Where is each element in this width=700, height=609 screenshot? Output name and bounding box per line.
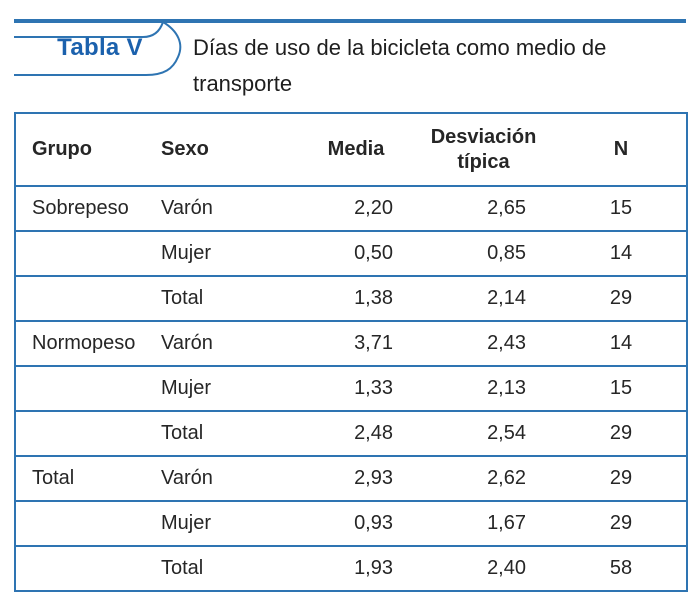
- table-header-row: Grupo Sexo Media Desviación típica N: [15, 113, 687, 186]
- cell-desviacion: 2,43: [411, 320, 556, 366]
- cell-n: 14: [556, 230, 687, 276]
- cell-grupo: Normopeso: [15, 320, 147, 366]
- column-header-sexo: Sexo: [161, 138, 209, 160]
- column-header-media: Media: [327, 138, 385, 160]
- cell-media: 1,38: [301, 275, 411, 321]
- cell-media: 2,20: [301, 185, 411, 231]
- cell-desviacion: 0,85: [411, 230, 556, 276]
- cell-grupo: Total: [15, 455, 147, 501]
- cell-desviacion: 2,13: [411, 365, 556, 411]
- cell-n: 29: [556, 410, 687, 456]
- cell-sexo: Total: [147, 410, 301, 456]
- table-row: Mujer 0,50 0,85 14: [15, 230, 687, 276]
- table-row: Sobrepeso Varón 2,20 2,65 15: [15, 185, 687, 231]
- column-header-grupo: Grupo: [32, 138, 92, 160]
- cell-media: 2,48: [301, 410, 411, 456]
- table-row: Total 1,38 2,14 29: [15, 275, 687, 321]
- cell-grupo: [15, 410, 147, 456]
- cell-n: 58: [556, 545, 687, 591]
- cell-desviacion: 2,40: [411, 545, 556, 591]
- table-row: Normopeso Varón 3,71 2,43 14: [15, 320, 687, 366]
- cell-sexo: Varón: [147, 185, 301, 231]
- cell-media: 1,93: [301, 545, 411, 591]
- header-badge-art: [14, 19, 686, 76]
- table-badge-label: Tabla V: [57, 34, 143, 61]
- cell-grupo: [15, 275, 147, 321]
- cell-sexo: Varón: [147, 320, 301, 366]
- cell-sexo: Mujer: [147, 365, 301, 411]
- table-row: Mujer 0,93 1,67 29: [15, 500, 687, 546]
- cell-desviacion: 2,54: [411, 410, 556, 456]
- cell-media: 3,71: [301, 320, 411, 366]
- column-header-n: N: [613, 138, 629, 160]
- cell-media: 0,50: [301, 230, 411, 276]
- cell-n: 29: [556, 275, 687, 321]
- table-title: Días de uso de la bicicleta como medio d…: [193, 35, 607, 96]
- cell-n: 29: [556, 500, 687, 546]
- table-row: Total 1,93 2,40 58: [15, 545, 687, 591]
- cell-sexo: Varón: [147, 455, 301, 501]
- cell-desviacion: 2,62: [411, 455, 556, 501]
- cell-grupo: [15, 500, 147, 546]
- cell-n: 14: [556, 320, 687, 366]
- cell-desviacion: 1,67: [411, 500, 556, 546]
- cell-desviacion: 2,14: [411, 275, 556, 321]
- cell-media: 1,33: [301, 365, 411, 411]
- cell-sexo: Mujer: [147, 230, 301, 276]
- column-header-desviacion: Desviación típica: [430, 125, 537, 173]
- cell-media: 0,93: [301, 500, 411, 546]
- cell-grupo: [15, 545, 147, 591]
- table-row: Mujer 1,33 2,13 15: [15, 365, 687, 411]
- cell-grupo: [15, 230, 147, 276]
- cell-n: 15: [556, 185, 687, 231]
- cell-grupo: [15, 365, 147, 411]
- cell-n: 15: [556, 365, 687, 411]
- badge-outline: [14, 21, 182, 76]
- table-row: Total 2,48 2,54 29: [15, 410, 687, 456]
- cell-grupo: Sobrepeso: [15, 185, 147, 231]
- data-table: Grupo Sexo Media Desviación típica N Sob…: [14, 112, 688, 592]
- cell-desviacion: 2,65: [411, 185, 556, 231]
- cell-sexo: Mujer: [147, 500, 301, 546]
- cell-n: 29: [556, 455, 687, 501]
- cell-sexo: Total: [147, 545, 301, 591]
- cell-sexo: Total: [147, 275, 301, 321]
- cell-media: 2,93: [301, 455, 411, 501]
- table-row: Total Varón 2,93 2,62 29: [15, 455, 687, 501]
